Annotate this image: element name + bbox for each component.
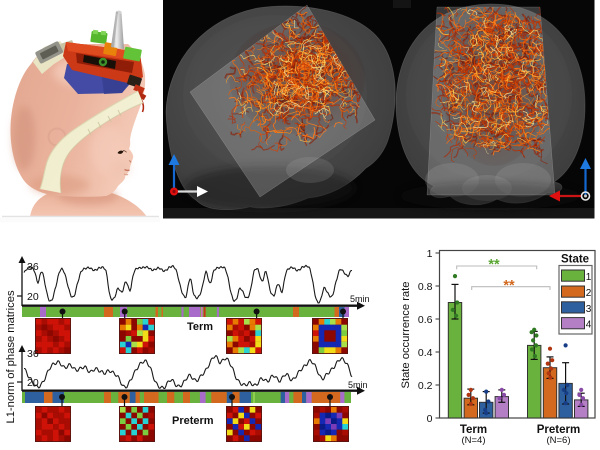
svg-text:**: **	[503, 278, 515, 294]
svg-text:3: 3	[586, 304, 592, 315]
svg-text:0.4: 0.4	[418, 347, 433, 359]
svg-text:**: **	[488, 257, 500, 273]
svg-text:5min: 5min	[348, 380, 368, 390]
svg-text:(N=6): (N=6)	[546, 435, 570, 446]
svg-text:2: 2	[586, 288, 592, 299]
svg-text:36: 36	[27, 261, 39, 273]
svg-text:Preterm: Preterm	[172, 415, 214, 427]
svg-text:Term: Term	[187, 321, 213, 333]
svg-text:1: 1	[427, 248, 433, 260]
svg-text:Preterm: Preterm	[537, 424, 580, 436]
svg-text:Term: Term	[460, 424, 487, 436]
svg-text:State: State	[561, 254, 589, 266]
svg-text:1: 1	[586, 272, 592, 283]
svg-text:20: 20	[27, 377, 39, 389]
svg-text:State occurrence rate: State occurrence rate	[400, 282, 412, 389]
svg-text:0.2: 0.2	[418, 380, 433, 392]
svg-text:0.6: 0.6	[418, 314, 433, 326]
svg-text:4: 4	[586, 320, 592, 331]
svg-text:0.8: 0.8	[418, 281, 433, 293]
svg-text:20: 20	[27, 291, 39, 303]
svg-text:36: 36	[27, 348, 39, 360]
svg-text:(N=4): (N=4)	[461, 435, 485, 446]
svg-text:0: 0	[427, 413, 433, 425]
svg-text:5min: 5min	[350, 294, 370, 304]
svg-text:L1-norm of phase matrices: L1-norm of phase matrices	[5, 290, 17, 423]
